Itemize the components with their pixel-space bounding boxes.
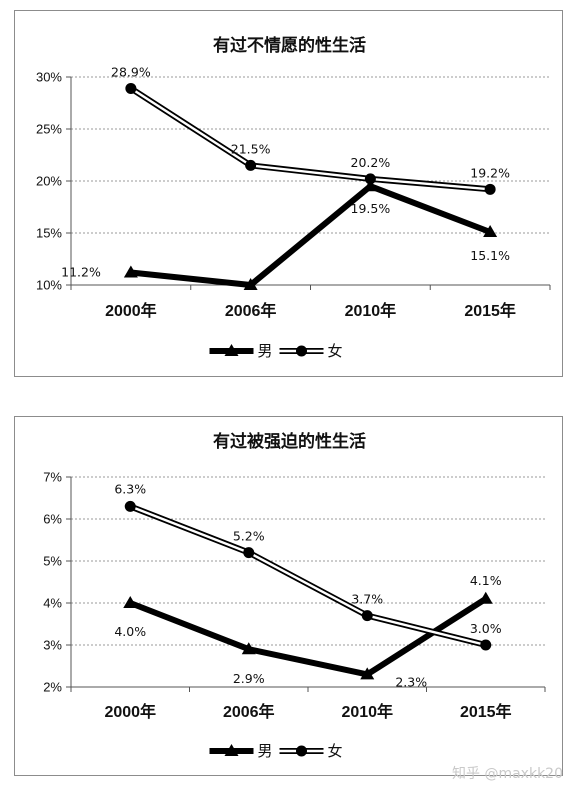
y-tick-label: 3% (43, 638, 62, 653)
x-tick-label: 2015年 (460, 702, 512, 721)
data-label: 2.9% (233, 671, 265, 686)
watermark: 知乎 @maxkk20 (452, 766, 563, 782)
series-line-female-inner (130, 87, 491, 191)
legend-marker-circle (296, 745, 307, 757)
series-female (125, 82, 496, 195)
legend-label-female: 女 (328, 342, 343, 360)
y-tick-label: 15% (36, 226, 62, 241)
y-tick-label: 20% (36, 174, 62, 189)
triangle-marker (123, 596, 138, 608)
data-label: 19.5% (351, 201, 391, 216)
data-label: 28.9% (111, 64, 151, 79)
triangle-marker (241, 642, 256, 655)
y-tick-label: 30% (36, 70, 62, 85)
triangle-marker (123, 265, 138, 278)
data-label: 5.2% (233, 529, 265, 544)
legend-label-male: 男 (258, 342, 273, 360)
data-label: 11.2% (61, 265, 101, 280)
data-label: 2.3% (395, 674, 427, 689)
y-tick-label: 7% (43, 470, 62, 485)
triangle-marker (483, 224, 498, 237)
data-label: 21.5% (231, 141, 271, 156)
legend: 男女 (209, 742, 343, 760)
series-line-male (130, 183, 492, 288)
line-chart-unwilling: 有过不情愿的性生活 10% 15% 20% 25% 30% 2000年 2006年 2010年 2… (36, 35, 551, 360)
series-male (123, 179, 498, 290)
y-tick-label: 5% (43, 554, 62, 569)
line-chart-forced: 有过被强迫的性生活 2% 3% 4% 5% 6% 7% 2000年 2006年 2010年 2015… (43, 431, 546, 760)
circle-marker (364, 173, 376, 185)
y-tick-label: 10% (36, 278, 62, 293)
x-tick-label: 2006年 (223, 702, 275, 721)
data-label: 4.1% (470, 573, 502, 588)
circle-marker (245, 159, 257, 171)
circle-marker (480, 639, 492, 651)
circle-marker (124, 500, 136, 512)
chart-title: 有过不情愿的性生活 (213, 35, 366, 56)
y-tick-label: 4% (43, 596, 62, 611)
data-label: 3.7% (351, 592, 383, 607)
legend-label-male: 男 (258, 742, 273, 760)
circle-marker (361, 610, 373, 622)
triangle-marker (360, 667, 375, 680)
data-label: 20.2% (351, 155, 391, 170)
series-female (124, 500, 492, 651)
x-tick-label: 2010年 (341, 702, 393, 721)
chart-title: 有过被强迫的性生活 (213, 431, 366, 452)
x-tick-label: 2015年 (464, 301, 516, 320)
circle-marker (484, 183, 496, 195)
legend: 男女 (209, 342, 343, 360)
circle-marker (243, 547, 255, 559)
series-line-female-inner (129, 505, 487, 647)
legend-marker-triangle (224, 344, 239, 356)
legend-marker-triangle (224, 744, 239, 756)
series-line-male (129, 596, 488, 678)
circle-marker (125, 82, 137, 94)
x-tick-label: 2000年 (104, 702, 156, 721)
data-label: 6.3% (114, 481, 146, 496)
series-male (123, 591, 493, 680)
triangle-marker (363, 179, 378, 192)
legend-marker-circle (296, 345, 307, 357)
data-label: 15.1% (470, 248, 510, 263)
x-tick-label: 2000年 (105, 301, 157, 320)
x-tick-label: 2010年 (345, 301, 397, 320)
data-label: 4.0% (114, 624, 146, 639)
y-tick-label: 6% (43, 512, 62, 527)
y-tick-label: 25% (36, 122, 62, 137)
data-label: 19.2% (470, 165, 510, 180)
chart-panel-1: 有过不情愿的性生活 10% 15% 20% 25% 30% 2000年 2006年 2010年 2… (14, 10, 563, 377)
chart-panel-2: 有过被强迫的性生活 2% 3% 4% 5% 6% 7% 2000年 2006年 2010年 2015… (14, 416, 563, 776)
data-label: 3.0% (470, 621, 502, 636)
triangle-marker (243, 278, 258, 290)
series-line-female-outer (129, 85, 491, 193)
y-tick-label: 2% (43, 680, 62, 695)
x-tick-label: 2006年 (225, 301, 277, 320)
legend-label-female: 女 (328, 742, 343, 760)
triangle-marker (478, 591, 493, 604)
